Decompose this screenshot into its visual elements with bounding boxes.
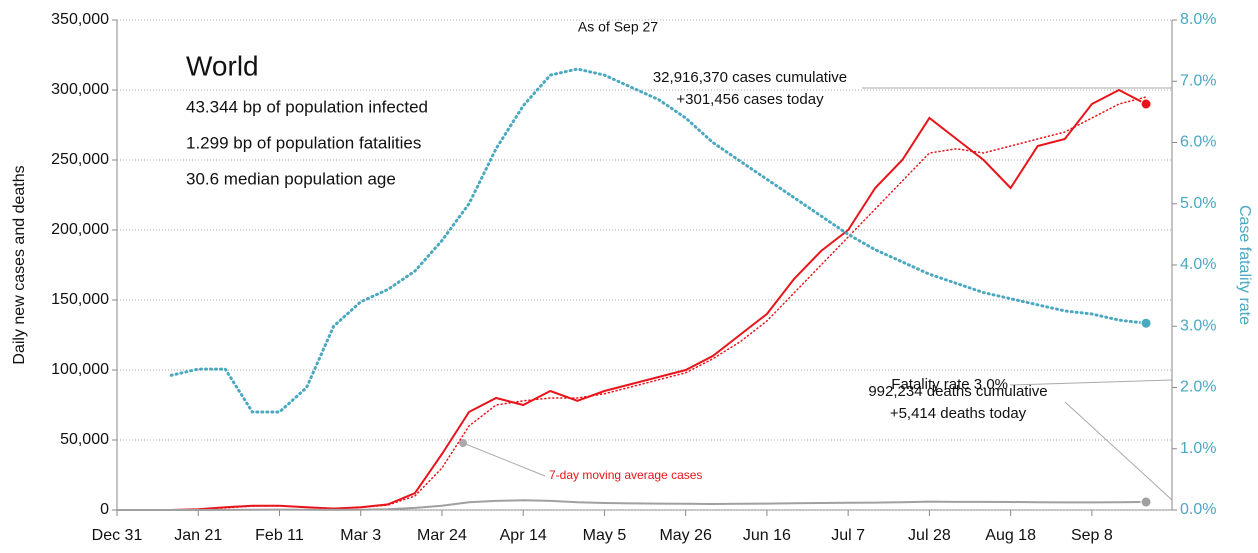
x-tick-label: Aug 18 — [985, 527, 1036, 544]
x-tick-label: Dec 31 — [92, 527, 143, 544]
series-line — [116, 499, 1147, 511]
annotation: 32,916,370 cases cumulative — [653, 69, 847, 86]
x-tick-label: May 26 — [659, 527, 712, 544]
x-tick-label: Sep 8 — [1071, 527, 1113, 544]
y-tick-label: 100,000 — [51, 361, 109, 378]
end-dot — [1140, 317, 1152, 329]
subtitle: As of Sep 27 — [578, 19, 658, 35]
stat: 43.344 bp of population infected — [186, 97, 428, 116]
y-tick-label: 0 — [100, 501, 109, 518]
annotation: 992,234 deaths cumulative — [868, 383, 1047, 400]
y-tick-label: 350,000 — [51, 11, 109, 28]
x-tick-label: Jun 16 — [743, 527, 791, 544]
y-tick-label: 200,000 — [51, 221, 109, 238]
x-tick-label: Apr 14 — [500, 527, 547, 544]
series-line — [169, 67, 1148, 414]
leader-line — [462, 442, 546, 477]
y-tick-label: 50,000 — [60, 431, 109, 448]
leader-line — [1009, 379, 1173, 386]
y2-tick-label: 5.0% — [1180, 195, 1216, 212]
y2-tick-label: 1.0% — [1180, 440, 1216, 457]
series-line — [116, 88, 1147, 511]
leader-line — [1064, 401, 1173, 501]
y2-axis-label: Case fatality rate — [1236, 205, 1253, 325]
y2-tick-label: 7.0% — [1180, 72, 1216, 89]
series-line — [116, 96, 1147, 511]
x-tick-label: Feb 11 — [255, 527, 304, 544]
annotation: 7-day moving average cases — [549, 468, 702, 482]
stat: 1.299 bp of population fatalities — [186, 133, 421, 152]
y-tick-label: 300,000 — [51, 81, 109, 98]
stat: 30.6 median population age — [186, 169, 396, 188]
annotation: Fatality rate 3.0% — [891, 376, 1008, 393]
y2-tick-label: 3.0% — [1180, 317, 1216, 334]
x-tick-label: Mar 24 — [417, 527, 467, 544]
y2-tick-label: 0.0% — [1180, 501, 1216, 518]
y2-tick-label: 2.0% — [1180, 379, 1216, 396]
y-axis-label: Daily new cases and deaths — [11, 165, 28, 364]
y2-tick-label: 8.0% — [1180, 11, 1216, 28]
x-tick-label: May 5 — [583, 527, 627, 544]
y-tick-label: 250,000 — [51, 151, 109, 168]
x-tick-label: Jan 21 — [174, 527, 222, 544]
end-dot — [1140, 98, 1152, 110]
x-tick-label: Mar 3 — [340, 527, 381, 544]
chart-title: World — [186, 50, 259, 81]
y2-tick-label: 4.0% — [1180, 256, 1216, 273]
y2-tick-label: 6.0% — [1180, 134, 1216, 151]
annotation-dot — [459, 439, 467, 447]
y-tick-label: 150,000 — [51, 291, 109, 308]
end-dot — [1140, 496, 1152, 508]
annotation: +5,414 deaths today — [890, 405, 1027, 422]
annotation: +301,456 cases today — [676, 91, 824, 108]
x-tick-label: Jul 28 — [908, 527, 951, 544]
x-tick-label: Jul 7 — [831, 527, 865, 544]
